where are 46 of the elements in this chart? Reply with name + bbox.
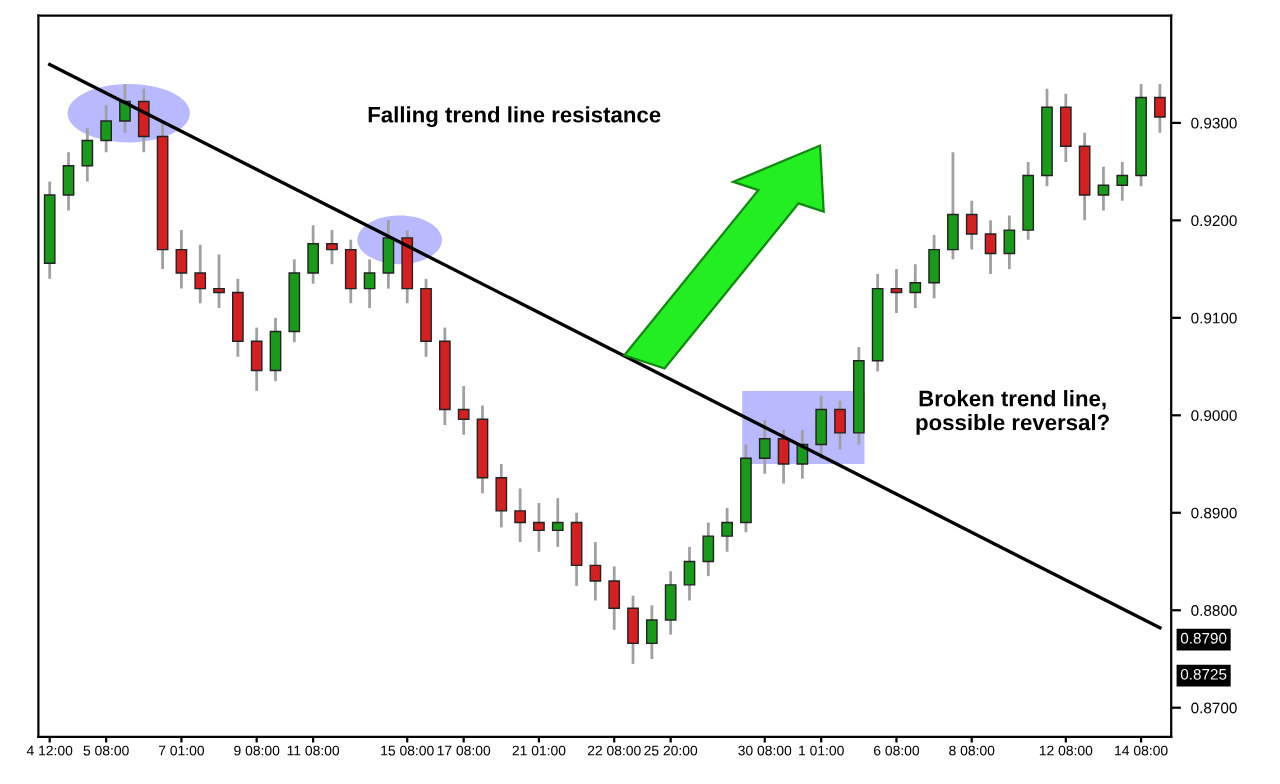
candlestick: [664, 569, 677, 637]
candlestick: [533, 501, 545, 554]
candlestick: [137, 87, 150, 154]
annotation: Broken trend line, possible reversal?: [916, 390, 1109, 435]
candlestick: [382, 218, 395, 290]
candlestick: [815, 394, 828, 461]
candlestick: [326, 228, 338, 266]
candlestick: [551, 496, 564, 549]
candlestick: [645, 603, 658, 661]
candlestick: [890, 267, 903, 315]
candlestick: [965, 199, 978, 251]
candlestick: [947, 150, 959, 261]
candlestick: [62, 150, 75, 213]
candlestick: [702, 521, 715, 578]
candlestick: [119, 82, 131, 135]
candlestick: [175, 228, 188, 290]
annotation: Falling trend line resistance: [368, 106, 661, 128]
candlestick: [928, 233, 940, 300]
candlestick: [1059, 92, 1072, 164]
candlestick: [457, 384, 470, 437]
candlestick: [344, 238, 357, 305]
candlestick: [514, 487, 526, 544]
candlestick: [269, 316, 282, 383]
candlestick: [570, 511, 583, 588]
candlestick: [777, 428, 790, 485]
candlestick: [363, 257, 376, 310]
candlestick: [758, 418, 771, 476]
candlestick: [721, 506, 733, 554]
candlestick: [683, 545, 696, 602]
candlestick: [834, 399, 846, 451]
candlestick: [1154, 82, 1166, 135]
candlestick: [194, 243, 207, 305]
candlestick: [627, 594, 639, 666]
candlestick: [909, 262, 922, 310]
candlestick: [1116, 160, 1129, 203]
candlestick: [495, 462, 508, 529]
candlestick: [984, 218, 997, 276]
candlestick: [1003, 214, 1016, 271]
candlestick: [81, 126, 94, 183]
candlestick: [213, 253, 225, 310]
candlestick: [100, 103, 113, 154]
candlestick: [250, 326, 263, 393]
candlestick: [307, 223, 320, 286]
candlestick: [589, 540, 602, 602]
candlestick: [1097, 165, 1110, 213]
candlestick: [608, 565, 621, 632]
